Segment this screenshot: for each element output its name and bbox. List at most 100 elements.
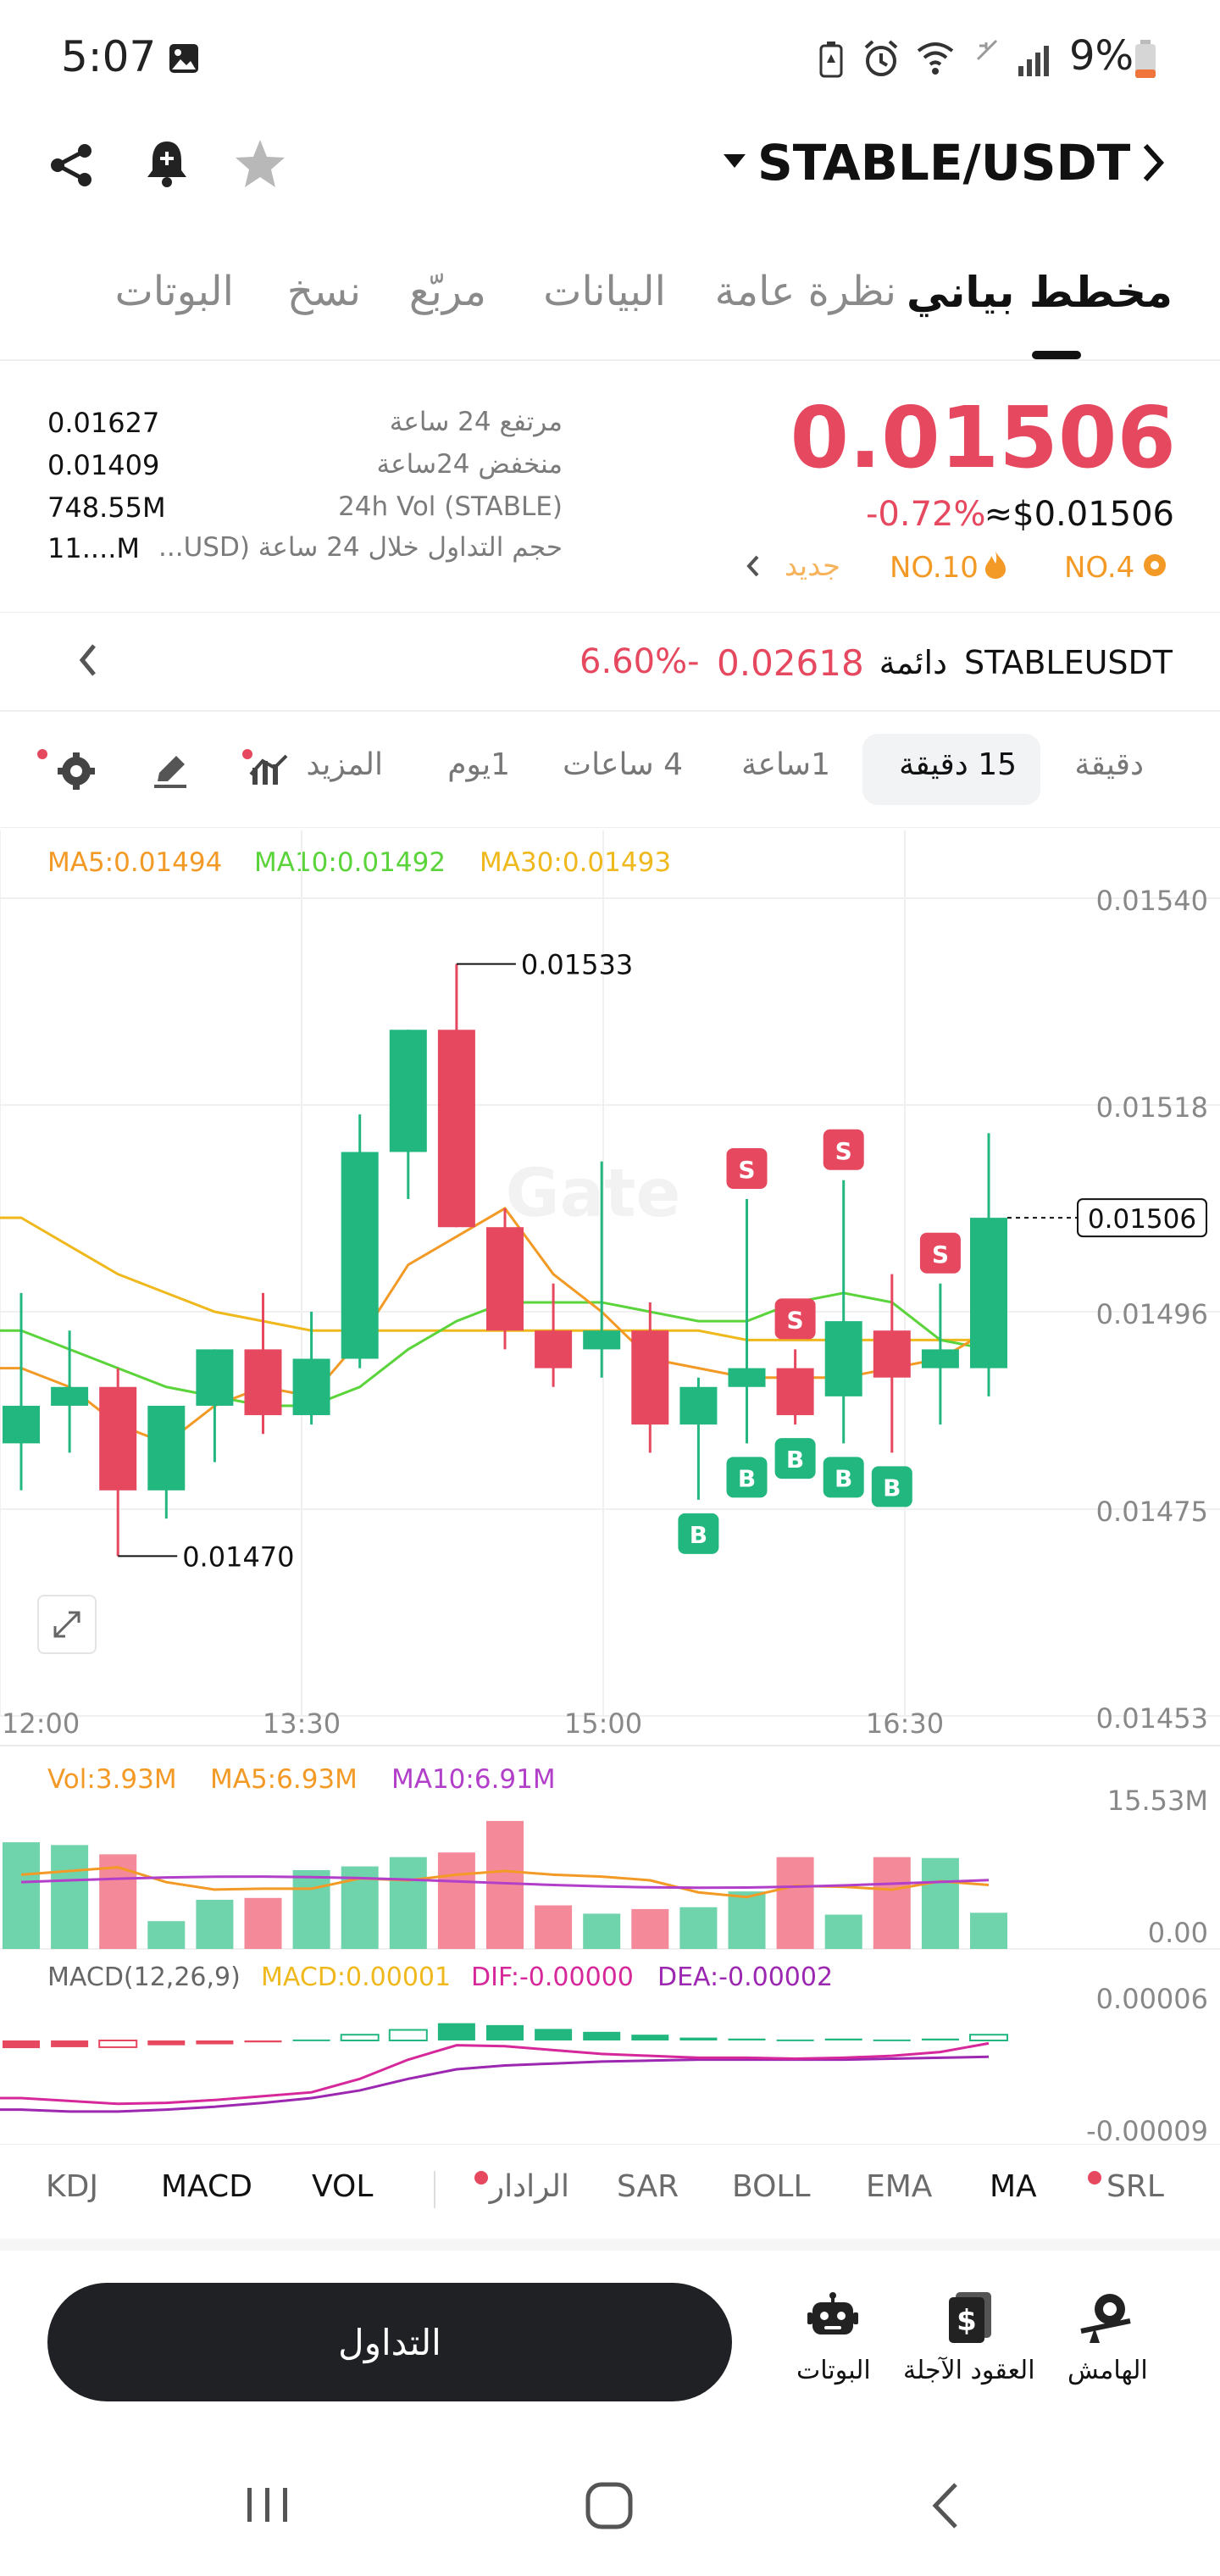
indicator-kdj[interactable]: KDJ xyxy=(46,2169,98,2204)
futures-contract-icon[interactable]: $ xyxy=(940,2288,1000,2347)
timeframe-more[interactable]: المزيد xyxy=(306,747,383,782)
sell-signal xyxy=(823,1129,864,1170)
home-icon[interactable] xyxy=(585,2481,634,2530)
tab-square[interactable]: مربّع xyxy=(408,268,486,315)
price-alert-bell-icon[interactable] xyxy=(137,134,197,193)
indicator-macd[interactable]: MACD xyxy=(161,2169,252,2204)
back-icon[interactable] xyxy=(930,2481,961,2530)
signal-label: S xyxy=(932,1241,949,1269)
stat-high-value: 0.01627 xyxy=(47,407,160,439)
macd-histogram-bar xyxy=(437,2023,475,2040)
macd-histogram-bar xyxy=(388,2029,428,2041)
signal-label: B xyxy=(786,1446,804,1474)
futures-label[interactable]: العقود الآجلة xyxy=(903,2356,1035,2385)
indicator-radar[interactable]: الرادار xyxy=(489,2169,569,2204)
macd-histogram-bar xyxy=(921,2038,959,2040)
pair-title[interactable]: STABLE/USDT xyxy=(757,134,1131,192)
tab-bots[interactable]: البوتات xyxy=(114,268,234,315)
candlestick-chart[interactable]: Gate B B S S B S B B S 0.01533 0.01470 0.01506 0.0… xyxy=(0,830,1220,2152)
chevron-left-icon[interactable] xyxy=(78,642,98,678)
ma10-legend: MA10:0.01492 xyxy=(254,847,446,878)
stat-turnover-value: 11....M xyxy=(47,532,141,564)
timeframe-4h[interactable]: 4 ساعات xyxy=(563,747,683,782)
candle-body xyxy=(51,1386,89,1406)
volume-bar xyxy=(147,1921,186,1949)
current-price-box xyxy=(1077,1198,1207,1238)
volume-bar xyxy=(535,1905,573,1949)
x-axis-tick: 16:30 xyxy=(866,1707,944,1740)
bots-label[interactable]: البوتات xyxy=(796,2356,871,2385)
volume-bar xyxy=(486,1820,524,1949)
macd-histogram-bar xyxy=(631,2035,669,2040)
indicator-sar[interactable]: SAR xyxy=(617,2169,679,2204)
wifi-icon xyxy=(915,37,956,78)
margin-scale-icon[interactable] xyxy=(1076,2288,1135,2347)
indicator-vol[interactable]: VOL xyxy=(312,2169,374,2204)
volume-bar xyxy=(824,1914,862,1949)
buy-signal xyxy=(871,1466,912,1507)
tab-overview[interactable]: نظرة عامة xyxy=(714,268,896,315)
volume-bar xyxy=(437,1852,475,1949)
volume-bar xyxy=(292,1869,330,1949)
y-axis-tick: 0.01453 xyxy=(1096,1702,1208,1735)
volume-bar xyxy=(631,1908,669,1949)
timeframe-1m[interactable]: دقيقة xyxy=(1074,747,1144,782)
share-icon[interactable] xyxy=(42,136,102,195)
status-time: 5:07 xyxy=(61,32,157,81)
macd-histogram-bar xyxy=(535,2029,573,2040)
usd-price: ≈$0.01506 xyxy=(984,495,1174,534)
recent-apps-icon[interactable] xyxy=(244,2484,291,2525)
price-change: -0.72% xyxy=(866,495,986,534)
dea-legend: DEA:-0.00002 xyxy=(657,1963,834,1992)
margin-label[interactable]: الهامش xyxy=(1068,2356,1148,2385)
chevron-right-icon[interactable] xyxy=(1140,141,1166,185)
volume-bar xyxy=(196,1899,234,1949)
volume-bar xyxy=(728,1891,766,1949)
chart-settings-gear-icon[interactable] xyxy=(37,747,98,791)
volume-bar xyxy=(3,1842,40,1949)
trade-button[interactable]: التداول xyxy=(47,2283,732,2401)
tab-chart[interactable]: مخطط بياني xyxy=(907,268,1173,317)
favorite-star-icon[interactable] xyxy=(230,134,290,193)
signal-label: B xyxy=(738,1464,756,1492)
candle-body xyxy=(873,1330,911,1378)
timeframe-1h[interactable]: 1ساعة xyxy=(741,747,830,782)
tab-copy[interactable]: نسخ xyxy=(286,268,361,315)
ma30-legend: MA30:0.01493 xyxy=(480,847,672,878)
indicator-chart-icon[interactable] xyxy=(242,749,288,786)
volume-bar xyxy=(873,1857,911,1949)
hot-tag: NO.10 xyxy=(890,551,979,585)
rank-badge-icon xyxy=(1142,552,1167,578)
macd-histogram-bar xyxy=(824,2038,862,2040)
tab-active-indicator xyxy=(1032,351,1081,359)
macd-histogram-bar xyxy=(679,2037,718,2040)
buy-signal xyxy=(823,1457,864,1498)
bots-robot-icon[interactable] xyxy=(803,2288,862,2347)
ma30-line xyxy=(0,1216,989,1341)
indicator-boll[interactable]: BOLL xyxy=(732,2169,811,2204)
perpetual-symbol[interactable]: STABLEUSDT xyxy=(963,644,1173,681)
indicator-ema[interactable]: EMA xyxy=(866,2169,933,2204)
timeframe-15m[interactable]: 15 دقيقة xyxy=(899,747,1017,782)
pair-dropdown-icon[interactable] xyxy=(722,153,747,169)
macd-histogram-bar xyxy=(51,2040,89,2047)
dif-line xyxy=(0,2041,990,2106)
fullscreen-expand-icon[interactable] xyxy=(37,1595,97,1654)
indicator-srl[interactable]: SRL xyxy=(1106,2169,1164,2204)
tabs-divider xyxy=(0,359,1220,361)
volume-bar xyxy=(389,1857,427,1949)
timeframe-1d[interactable]: 1يوم xyxy=(447,747,510,782)
volume-ma10-line xyxy=(20,1875,990,1890)
draw-pencil-icon[interactable] xyxy=(151,751,190,790)
tab-data[interactable]: البيانات xyxy=(543,268,666,315)
no-signal-icon xyxy=(974,37,1000,63)
indicator-ma[interactable]: MA xyxy=(990,2169,1037,2204)
candle-body xyxy=(147,1405,186,1491)
radar-new-dot-icon xyxy=(474,2171,488,2185)
macd-histogram-bar xyxy=(147,2040,186,2046)
chevron-left-small-icon[interactable] xyxy=(746,554,761,578)
rank-tag: NO.4 xyxy=(1064,551,1135,585)
sell-signal xyxy=(726,1147,768,1189)
y-axis-tick: 0.01540 xyxy=(1096,885,1208,917)
stat-low-label: منخفض 24ساعة xyxy=(376,449,563,480)
